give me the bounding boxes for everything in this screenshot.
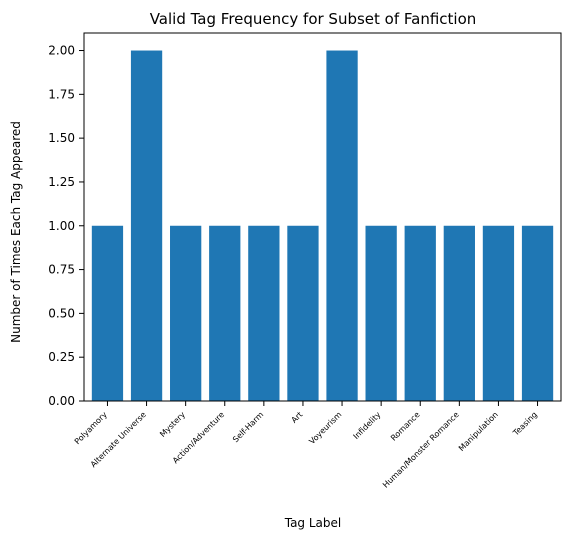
plot-frame [83, 32, 562, 402]
bar-3 [209, 225, 241, 401]
y-axis-label-group: Number of Times Each Tag Appeared [9, 121, 23, 343]
y-tick-label-1: 0.25 [48, 350, 75, 364]
bars-layer [91, 50, 554, 402]
y-tick-label-4: 1.00 [48, 219, 75, 233]
y-tick-label-8: 2.00 [48, 44, 75, 58]
bar-1 [130, 50, 163, 402]
x-tick-label-6: Voyeurism [307, 410, 343, 446]
y-axis-label: Number of Times Each Tag Appeared [9, 121, 23, 343]
x-tick-label-7: Infidelity [352, 410, 383, 441]
y-tick-label-7: 1.75 [48, 87, 75, 101]
x-tick-label-9: Human/Monster Romance [381, 410, 461, 490]
chart-title: Valid Tag Frequency for Subset of Fanfic… [150, 10, 477, 28]
x-axis-label: Tag Label [284, 516, 342, 530]
y-tick-label-3: 0.75 [48, 263, 75, 277]
bar-4 [248, 225, 280, 401]
x-tick-label-4: Self-Harm [231, 410, 265, 444]
bar-0 [91, 225, 124, 401]
x-tick-label-8: Romance [389, 410, 422, 443]
bar-11 [521, 225, 554, 401]
x-tick-label-10: Manipulation [457, 410, 500, 453]
bar-10 [482, 225, 515, 401]
x-tick-label-11: Teasing [511, 410, 539, 438]
y-axis: 0.00 0.25 0.50 0.75 1.00 1.25 1.50 1.75 2.00 [48, 44, 84, 408]
bar-6 [326, 50, 358, 402]
bar-2 [170, 225, 202, 401]
x-tick-label-5: Art [290, 410, 305, 425]
y-tick-label-2: 0.50 [48, 306, 75, 320]
bar-7 [365, 225, 397, 401]
bar-9 [443, 225, 475, 401]
x-tick-label-0: Polyamory [73, 410, 109, 446]
y-tick-label-0: 0.00 [48, 394, 75, 408]
bar-8 [404, 225, 436, 401]
y-tick-label-5: 1.25 [48, 175, 75, 189]
bar-5 [287, 225, 319, 401]
x-tick-label-2: Mystery [158, 410, 187, 439]
y-tick-label-6: 1.50 [48, 131, 75, 145]
